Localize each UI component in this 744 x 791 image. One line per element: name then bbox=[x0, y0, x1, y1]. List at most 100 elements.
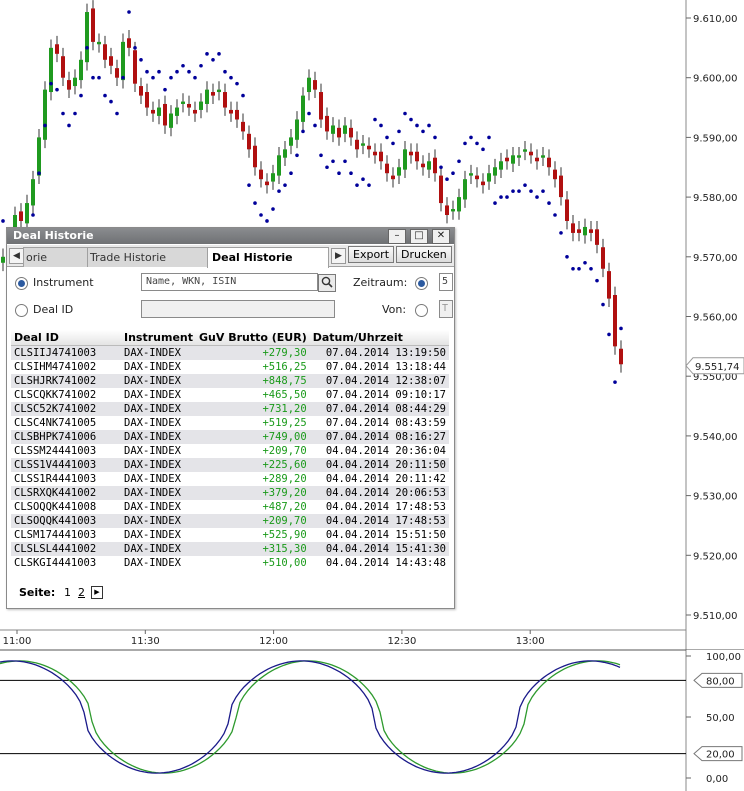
table-row[interactable]: CLSBHPK741006 DAX-INDEX +749,00 07.04.2014 … bbox=[11, 430, 449, 444]
candlestick bbox=[559, 167, 563, 206]
table-row[interactable]: CLSM174441003 DAX-INDEX +525,90 04.04.2014 … bbox=[11, 528, 449, 542]
sar-dot bbox=[259, 213, 263, 217]
candle-body bbox=[67, 80, 71, 90]
sar-dot bbox=[391, 141, 395, 146]
table-row[interactable]: CLSLSL4441002 DAX-INDEX +315,30 04.04.2014 … bbox=[11, 542, 449, 556]
table-row[interactable]: CLSIHM4741002 DAX-INDEX +516,25 07.04.2014 … bbox=[11, 360, 449, 374]
sar-dot bbox=[133, 46, 137, 50]
osc-level-label: 80,00 bbox=[706, 676, 735, 687]
candle-body bbox=[457, 197, 461, 212]
price-chart[interactable]: 9.610,00 9.600,00 9.590,00 9.580,00 9.570,00… bbox=[0, 0, 744, 650]
sar-dot bbox=[547, 201, 551, 205]
candlestick bbox=[517, 146, 521, 167]
close-icon[interactable]: ✕ bbox=[432, 229, 450, 244]
search-icon[interactable] bbox=[318, 274, 336, 292]
column-header-datetime[interactable]: Datum/Uhrzeit bbox=[309, 330, 449, 346]
candlestick bbox=[361, 135, 365, 155]
dealid-label: Deal ID bbox=[33, 303, 74, 316]
column-header-guv[interactable]: GuV Brutto (EUR) bbox=[196, 330, 310, 346]
datetime-cell: 04.04.2014 15:41:30 bbox=[309, 542, 449, 556]
page-2-link[interactable]: 2 bbox=[78, 586, 85, 599]
candle-body bbox=[439, 175, 443, 204]
osc-tick-label: 50,00 bbox=[706, 713, 735, 724]
table-row[interactable]: CLSKGI4441003 DAX-INDEX +510,00 04.04.2014 … bbox=[11, 556, 449, 570]
candle-body bbox=[43, 89, 47, 140]
stochastic-oscillator-chart[interactable]: 100,00 50,00 0,00 80,00 20,00 bbox=[0, 650, 744, 791]
table-row[interactable]: CLSOQQK441008 DAX-INDEX +487,20 04.04.2014 … bbox=[11, 500, 449, 514]
von-radio[interactable] bbox=[415, 304, 428, 317]
print-button[interactable]: Drucken bbox=[396, 246, 452, 263]
candle-body bbox=[517, 155, 521, 158]
candlestick bbox=[457, 188, 461, 220]
sar-dot bbox=[451, 171, 455, 176]
table-row[interactable]: CLSRXQK441002 DAX-INDEX +379,20 04.04.2014 … bbox=[11, 486, 449, 500]
zeitraum-select[interactable]: 5 bbox=[439, 273, 453, 291]
minimize-icon[interactable]: – bbox=[388, 229, 406, 244]
candle-body bbox=[85, 12, 89, 63]
export-button[interactable]: Export bbox=[348, 246, 395, 263]
sar-dot bbox=[499, 195, 503, 199]
tab-trade-historie[interactable]: Trade Historie bbox=[87, 247, 209, 267]
instrument-cell: DAX-INDEX bbox=[124, 557, 181, 569]
table-row[interactable]: CLSC4NK741005 DAX-INDEX +519,25 07.04.2014 … bbox=[11, 416, 449, 430]
sar-dot bbox=[487, 135, 491, 140]
candlestick bbox=[421, 155, 425, 176]
table-row[interactable]: CLSS1R4441003 DAX-INDEX +289,20 04.04.2014 … bbox=[11, 472, 449, 486]
candlestick bbox=[343, 117, 347, 143]
von-date-input[interactable]: T bbox=[439, 300, 453, 318]
table-row[interactable]: CLSCQKK741002 DAX-INDEX +465,50 07.04.2014 … bbox=[11, 388, 449, 402]
tab-deal-historie[interactable]: Deal Historie bbox=[207, 247, 329, 268]
candle-body bbox=[211, 92, 215, 96]
sar-dot bbox=[517, 189, 521, 193]
osc-level-label: 20,00 bbox=[706, 750, 735, 761]
candlestick bbox=[205, 81, 209, 113]
dealid-radio[interactable] bbox=[15, 304, 28, 317]
maximize-icon[interactable]: □ bbox=[410, 229, 428, 244]
candlestick bbox=[67, 71, 71, 98]
page-1-link[interactable]: 1 bbox=[64, 586, 71, 599]
instrument-search-input[interactable]: Name, WKN, ISIN bbox=[141, 273, 318, 291]
candlestick bbox=[445, 197, 449, 224]
zeitraum-radio[interactable] bbox=[415, 277, 428, 290]
time-tick-label: 11:30 bbox=[131, 636, 160, 647]
time-tick-label: 12:00 bbox=[259, 636, 288, 647]
candlestick bbox=[289, 129, 293, 155]
table-row[interactable]: CLSHJRK741002 DAX-INDEX +848,75 07.04.2014 … bbox=[11, 374, 449, 388]
table-row[interactable]: CLSOQQK441003 DAX-INDEX +209,70 04.04.2014 … bbox=[11, 514, 449, 528]
deal-id-cell: CLSLSL4441002 bbox=[11, 542, 121, 556]
instrument-radio[interactable] bbox=[15, 277, 28, 290]
table-row[interactable]: CLSS1V4441003 DAX-INDEX +225,60 04.04.2014 … bbox=[11, 458, 449, 472]
candlestick bbox=[409, 143, 413, 164]
column-header-instrument[interactable]: Instrument bbox=[121, 330, 196, 346]
table-row[interactable]: CLSC52K741002 DAX-INDEX +731,20 07.04.2014 … bbox=[11, 402, 449, 416]
tab-scroll-left-icon[interactable]: ◀ bbox=[9, 248, 24, 264]
datetime-cell: 04.04.2014 20:36:04 bbox=[325, 445, 446, 457]
candle-body bbox=[391, 175, 395, 180]
table-row[interactable]: CLSIIJ4741003 DAX-INDEX +279,30 07.04.2014 … bbox=[11, 345, 449, 360]
window-titlebar[interactable]: Deal Historie – □ ✕ bbox=[7, 228, 454, 244]
candle-body bbox=[331, 125, 335, 134]
candlestick bbox=[109, 47, 113, 75]
candle-body bbox=[253, 145, 257, 168]
tab-scroll-right-icon[interactable]: ▶ bbox=[331, 248, 346, 264]
candle-body bbox=[511, 155, 515, 164]
sar-dot bbox=[505, 195, 509, 199]
datetime-cell: 07.04.2014 12:38:07 bbox=[309, 374, 449, 388]
table-row[interactable]: CLSSM24441003 DAX-INDEX +209,70 04.04.2014 … bbox=[11, 444, 449, 458]
sar-dot bbox=[157, 69, 161, 74]
column-header-deal-id[interactable]: Deal ID bbox=[11, 330, 121, 346]
sar-dot bbox=[583, 260, 587, 265]
candle-body bbox=[151, 109, 155, 114]
sar-dot bbox=[67, 123, 71, 128]
candle-body bbox=[277, 155, 281, 176]
deal-history-window[interactable]: Deal Historie – □ ✕ ◀ orie Trade Histori… bbox=[6, 227, 455, 609]
dealid-input[interactable] bbox=[141, 300, 335, 318]
deal-id-cell: CLSHJRK741002 bbox=[11, 374, 121, 388]
sar-dot bbox=[31, 213, 35, 217]
candle-body bbox=[355, 139, 359, 150]
sar-dot bbox=[127, 10, 131, 14]
play-arrow-icon[interactable]: ▶ bbox=[91, 586, 103, 599]
tab-order-historie[interactable]: orie bbox=[23, 247, 89, 267]
instrument-cell: DAX-INDEX bbox=[124, 473, 181, 485]
candle-body bbox=[121, 41, 125, 81]
